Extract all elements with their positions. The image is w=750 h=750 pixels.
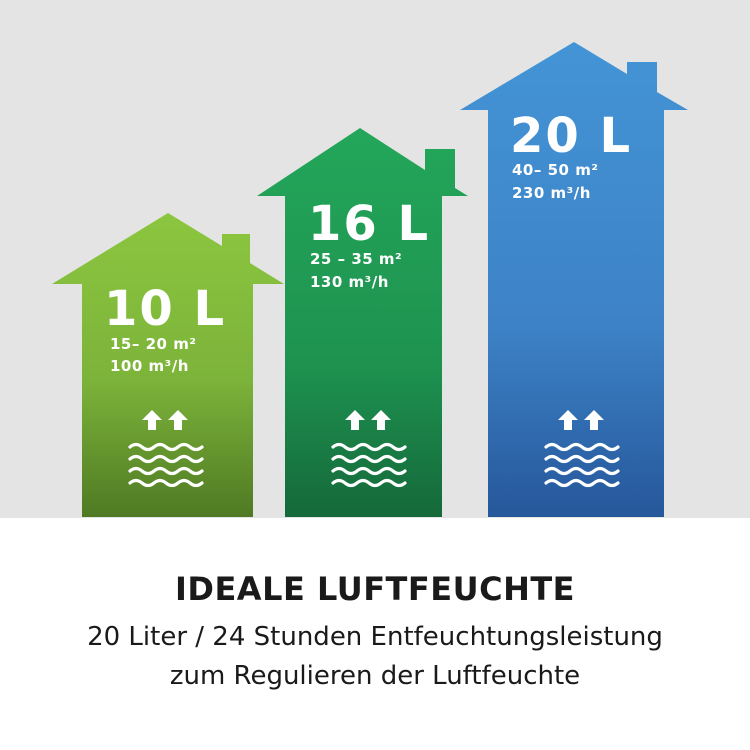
subline-2: zum Regulieren der Luftfeuchte — [169, 661, 581, 691]
house-capacity: 20 L — [510, 108, 633, 164]
house-area: 15– 20 m² — [110, 335, 197, 353]
house-area: 25 – 35 m² — [310, 250, 403, 268]
house-airflow: 230 m³/h — [512, 184, 591, 202]
house-16l — [257, 128, 468, 517]
house-airflow: 130 m³/h — [310, 273, 389, 291]
headline: IDEALE LUFTFEUCHTE — [174, 570, 576, 608]
house-20l — [460, 42, 688, 517]
house-10l — [52, 213, 284, 517]
house-capacity: 10 L — [104, 281, 227, 337]
houses-graphic — [52, 42, 688, 517]
house-airflow: 100 m³/h — [110, 357, 189, 375]
subline-1: 20 Liter / 24 Stunden Entfeuchtungsleist… — [87, 622, 663, 652]
house-capacity: 16 L — [308, 196, 431, 252]
house-area: 40– 50 m² — [512, 161, 599, 179]
